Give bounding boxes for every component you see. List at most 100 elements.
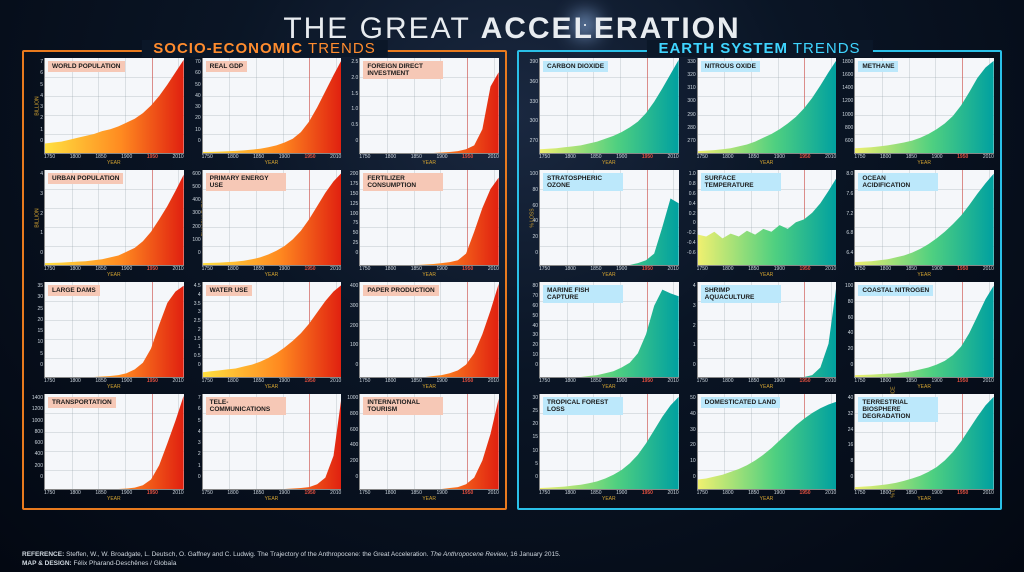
y-tick: 0 (356, 251, 359, 256)
x-axis-label: YEAR (525, 496, 679, 502)
chart-title: LARGE DAMS (48, 285, 100, 296)
chart-box: THOUSAND KM³ 4.543.532.521.510.50 WATER (188, 282, 342, 378)
y-tick: 175 (350, 182, 358, 187)
y-tick: 30 (532, 396, 538, 401)
footer-reference: REFERENCE: Steffen, W., W. Broadgate, L.… (22, 551, 561, 559)
chart-socio-1: TRILLION US DOLLARS 706050403020100 REA (188, 58, 342, 166)
plot-area: SURFACE TEMPERATURE (697, 170, 837, 266)
x-axis-label: YEAR (683, 496, 837, 502)
y-tick: 80 (532, 188, 538, 193)
y-tick: 7 (40, 60, 43, 65)
y-tick: 200 (350, 324, 358, 329)
x-axis-label: YEAR (683, 272, 837, 278)
y-tick: 10 (37, 340, 43, 345)
y-tick: 7.2 (846, 212, 853, 217)
chart-box: ATMOSPHERIC CONC., PPB 18001600140012001… (840, 58, 994, 154)
x-axis-label: YEAR (345, 272, 499, 278)
y-tick: 35 (37, 284, 43, 289)
y-tick: 0 (693, 363, 696, 368)
plot-area: SHRIMP AQUACULTURE (697, 282, 837, 378)
x-axis-label: YEAR (525, 272, 679, 278)
y-tick: 2 (198, 328, 201, 333)
plot-area: OCEAN ACIDIFICATION (854, 170, 994, 266)
area-svg (855, 58, 994, 153)
y-tick: 100 (192, 238, 200, 243)
y-tick: 0 (851, 475, 854, 480)
y-tick: 300 (687, 99, 695, 104)
chart-title: URBAN POPULATION (48, 173, 123, 184)
y-tick: 0 (851, 363, 854, 368)
y-tick: 0 (356, 475, 359, 480)
chart-box: EXAJOULE (EJ) 6005004003002001000 PRIMA (188, 170, 342, 266)
plot-area: PRIMARY ENERGY USE (202, 170, 342, 266)
y-tick: 360 (530, 80, 538, 85)
chart-box: ATMOSPHERIC CONC., PPM 390360330300270 (525, 58, 679, 154)
x-axis-label: YEAR (188, 272, 342, 278)
footer-map-design: MAP & DESIGN: Félix Pharand-Deschênes / … (22, 560, 561, 568)
y-tick: 40 (848, 331, 854, 336)
y-tick: 30 (195, 105, 201, 110)
area-svg (540, 58, 679, 153)
chart-box: THOUSAND DAMS 35302520151050 LARGE DAMS (30, 282, 184, 378)
y-tick: 25 (532, 409, 538, 414)
x-axis-label: YEAR (188, 160, 342, 166)
y-tick: 1400 (842, 86, 853, 91)
y-tick: 1000 (842, 113, 853, 118)
chart-title: COASTAL NITROGEN (858, 285, 933, 296)
y-tick: 8 (851, 459, 854, 464)
y-tick: 70 (195, 60, 201, 65)
map-label: MAP & DESIGN: (22, 560, 72, 567)
chart-earth-1: ATMOSPHERIC CONC., PPB 33032031030029028… (683, 58, 837, 166)
x-axis-label: YEAR (30, 160, 184, 166)
y-tick: 280 (687, 126, 695, 131)
y-tick: 5 (198, 419, 201, 424)
y-tick: -0.2 (687, 231, 696, 236)
ref-ital: The Anthropocene Review (430, 551, 506, 558)
chart-box: % LOSS (AREA) 302520151050 TROPICAL FOR (525, 394, 679, 490)
y-axis: 1.00.80.60.40.20-0.2-0.4-0.6 (683, 170, 697, 266)
y-tick: 2 (40, 212, 43, 217)
y-axis: 76543210 (188, 394, 202, 490)
y-tick: 24 (848, 428, 854, 433)
plot-area: TROPICAL FOREST LOSS (539, 394, 679, 490)
y-tick: 1.0 (351, 107, 358, 112)
y-axis: 35302520151050 (30, 282, 44, 378)
y-tick: 60 (848, 316, 854, 321)
y-tick: 6 (40, 71, 43, 76)
plot-area: INTERNATIONAL TOURISM (359, 394, 499, 490)
y-tick: 400 (35, 452, 43, 457)
y-tick: 8.0 (846, 172, 853, 177)
y-tick: 4 (40, 94, 43, 99)
plot-area: TERRESTRIAL BIOSPHERE DEGRADATION (854, 394, 994, 490)
ref-label: REFERENCE: (22, 551, 64, 558)
y-tick: 0 (40, 363, 43, 368)
y-tick: 10 (195, 128, 201, 133)
y-tick: 15 (532, 435, 538, 440)
y-tick: 0 (40, 139, 43, 144)
y-tick: 100 (350, 212, 358, 217)
chart-box: MILLION TONNES 80706050403020100 MARINE (525, 282, 679, 378)
chart-box: % DECREASE IN MEAN SPECIES ABUNDANCE 403… (840, 394, 994, 490)
y-tick: 1 (693, 343, 696, 348)
plot-area: WORLD POPULATION (44, 58, 184, 154)
panel-title-earth: EARTH SYSTEM TRENDS (646, 40, 872, 57)
y-axis: 100806040200 (840, 282, 854, 378)
y-tick: 3 (198, 310, 201, 315)
y-tick: 0 (356, 363, 359, 368)
chart-earth-6: MILLION TONNES 80706050403020100 MARINE (525, 282, 679, 390)
y-tick: 100 (530, 172, 538, 177)
chart-socio-10: BILLION PHONE SUBSCRIPTIONS 76543210 TE (188, 394, 342, 502)
chart-earth-4: TEMPERATURE ANOMALY, °C 1.00.80.60.40.20… (683, 170, 837, 278)
earth-title-accent: EARTH SYSTEM (658, 40, 788, 57)
chart-earth-3: % LOSS 100806040200 STRATOSPHERIC OZONE (525, 170, 679, 278)
chart-box: ATMOSPHERIC CONC., PPB 33032031030029028… (683, 58, 837, 154)
grid-socio: BILLION 76543210 WORLD POPULATION (30, 58, 499, 502)
y-tick: 4 (198, 293, 201, 298)
plot-area: CARBON DIOXIDE (539, 58, 679, 154)
y-tick: 0.4 (689, 202, 696, 207)
chart-title: PRIMARY ENERGY USE (206, 173, 286, 191)
ref-text: Steffen, W., W. Broadgate, L. Deutsch, O… (64, 551, 430, 558)
y-tick: 0 (40, 475, 43, 480)
y-tick: 1 (40, 128, 43, 133)
chart-earth-5: HYDROGEN ION, NMOL KG⁻¹ 8.07.67.26.86.4 (840, 170, 994, 278)
